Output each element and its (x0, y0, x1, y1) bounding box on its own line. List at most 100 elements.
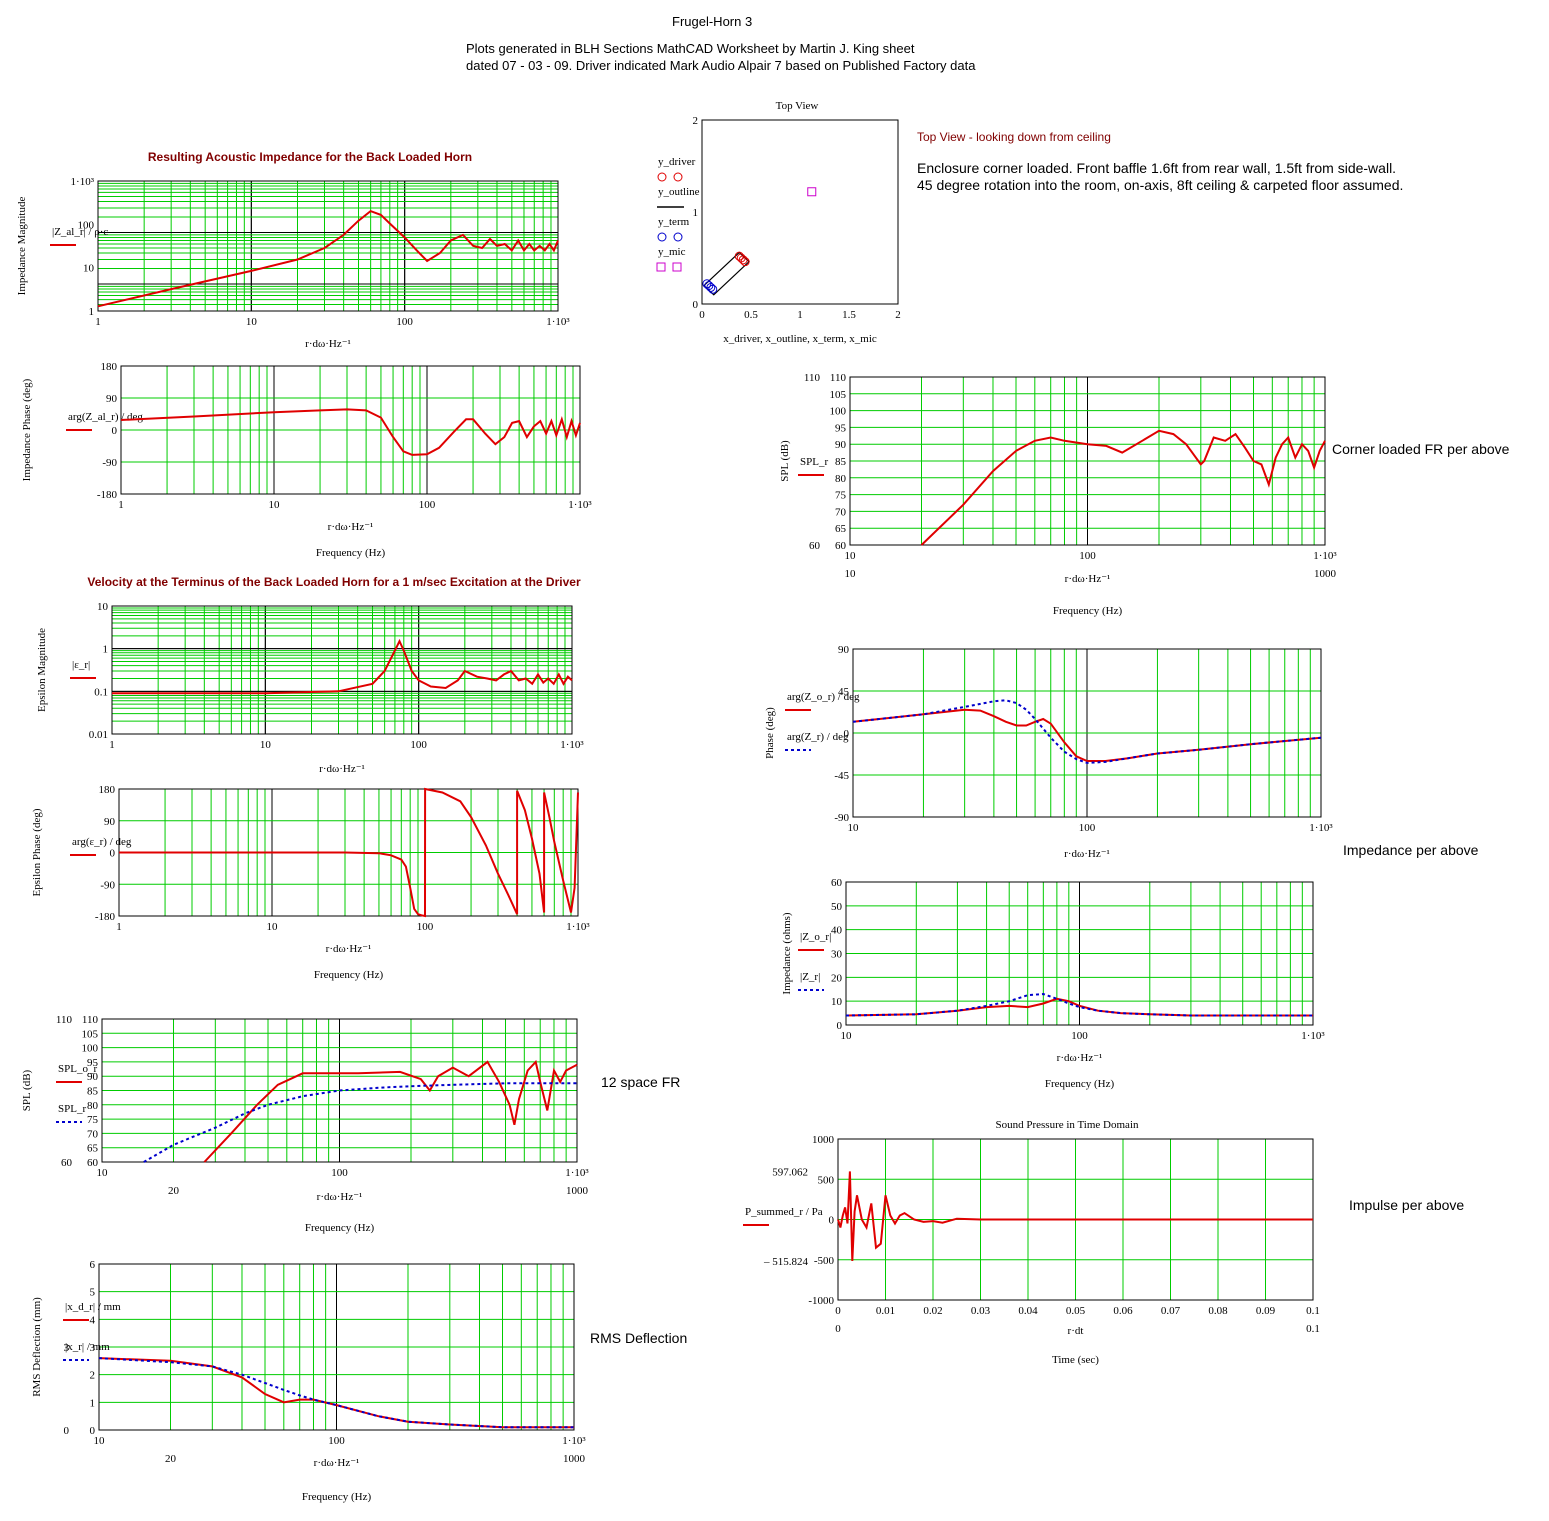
x-tick-label: 0.08 (1208, 1305, 1228, 1317)
y-tick-label: 70 (87, 1128, 99, 1140)
series-line-Z_r (845, 992, 1313, 1017)
enclosure-note-2: 45 degree rotation into the room, on-axi… (917, 177, 1404, 193)
x-tick-label: 10 (246, 316, 258, 328)
x-tick-label: 0.1 (1306, 1305, 1320, 1317)
x-tick-label: 10 (267, 921, 279, 933)
chart-top_view: 2 1 00 0.5 1 1.5 2 Top View x_driver, x_outline,… (656, 100, 901, 345)
point-driver (738, 255, 748, 265)
y-tick-label: 110 (82, 1014, 99, 1026)
plot-frame (98, 1263, 575, 1431)
y-tick-label: 90 (87, 1071, 99, 1083)
y-tick-label: -1000 (808, 1295, 834, 1307)
series-line-0 (837, 1171, 1313, 1262)
y-tick-label: -45 (834, 770, 849, 782)
y-axis-label: Impedance Magnitude (16, 197, 28, 296)
plot-frame (845, 881, 1314, 1026)
x-tick-label: 100 (1079, 822, 1096, 834)
plot-frame (120, 365, 581, 495)
x-tick-label: 10 (94, 1435, 106, 1447)
x-tick-label: 100 (419, 499, 436, 511)
y-tick-label: 90 (106, 393, 118, 405)
y-tick-label: 80 (835, 473, 847, 485)
x-tick-label: 2 (895, 309, 901, 321)
x-tick-label: 10 (841, 1030, 853, 1042)
x-tick-label: 0.01 (876, 1305, 895, 1317)
y-tick-label: 180 (101, 361, 118, 373)
y-tick-label: 0.1 (94, 686, 108, 698)
point-driver (740, 257, 750, 267)
y-tick-label: 180 (99, 784, 116, 796)
y-tick-label: 0 (90, 1425, 96, 1437)
x-tick-label: 0.05 (1066, 1305, 1086, 1317)
x-tick-label: 0.06 (1113, 1305, 1133, 1317)
x-tick-label: 1 (109, 739, 115, 751)
x-tick-label: 10 (97, 1167, 109, 1179)
legend-label: y_outline (658, 186, 700, 198)
y-tick-label: 100 (78, 219, 95, 231)
page-title: Frugel-Horn 3 (672, 14, 753, 29)
plot-frame (849, 376, 1326, 546)
y-tick-label: 1 (103, 644, 109, 656)
legend-label: |Z_o_r| (800, 931, 831, 943)
x-tick-label: 0.5 (744, 309, 758, 321)
x-tick-label: 100 (410, 739, 427, 751)
y-tick-label: 65 (835, 523, 847, 535)
extra-y-label: 60 (61, 1157, 73, 1169)
subtitle-line-1: Plots generated in BLH Sections MathCAD … (466, 41, 915, 56)
y-tick-label: 10 (831, 996, 843, 1008)
legend-label: |Z_al_r| / ρ·c (52, 226, 108, 238)
y-axis-label: Epsilon Phase (deg) (31, 808, 43, 896)
legend-label: P_summed_r / Pa (745, 1206, 823, 1218)
legend-label: arg(Z_al_r) / deg (68, 411, 143, 423)
y-tick-label: 5 (90, 1287, 96, 1299)
legend-swatch (673, 232, 683, 242)
y-tick-label: 85 (835, 456, 847, 468)
y-tick-label: 110 (830, 372, 847, 384)
y-tick-label: 10 (83, 263, 95, 275)
y-tick-label: -90 (100, 879, 115, 891)
series-line-0 (119, 787, 579, 918)
y-tick-label: 105 (830, 389, 847, 401)
series-line-x_d_r (98, 1357, 574, 1429)
y-tick-label: 85 (87, 1086, 99, 1098)
y-tick-label: 90 (838, 644, 850, 656)
y-tick-label: 1 (693, 207, 699, 219)
x-tick-label: 1·10³ (1313, 550, 1337, 562)
x-axis-sublabel: Frequency (Hz) (314, 969, 384, 981)
legend-swatch (657, 232, 667, 242)
x-axis-label: x_driver, x_outline, x_term, x_mic (723, 333, 877, 345)
x-tick-label: 0 (835, 1305, 841, 1317)
legend-label: |ε_r| (72, 659, 90, 671)
y-tick-label: 75 (87, 1114, 99, 1126)
legend-label: SPL_r (58, 1103, 86, 1115)
y-tick-label: 6 (90, 1259, 96, 1271)
x-subtick-label: 0.1 (1306, 1323, 1320, 1335)
y-axis-label: RMS Deflection (mm) (31, 1297, 43, 1397)
plot-frame (111, 605, 573, 735)
x-subtick-label: 1000 (566, 1185, 589, 1197)
chart-title: Sound Pressure in Time Domain (995, 1119, 1139, 1131)
x-axis-label: r·dω·Hz⁻¹ (319, 763, 365, 775)
x-tick-label: 1·10³ (566, 921, 590, 933)
x-tick-label: 1·10³ (568, 499, 592, 511)
x-tick-label: 100 (396, 316, 413, 328)
x-tick-label: 10 (260, 739, 272, 751)
plot-frame (101, 1018, 578, 1163)
x-tick-label: 10 (848, 822, 860, 834)
x-subtick-label: 0 (835, 1323, 841, 1335)
extra-y-label: 597.062 (772, 1166, 808, 1178)
x-tick-label: 1 (116, 921, 122, 933)
y-tick-label: 105 (82, 1028, 99, 1040)
x-tick-label: 0.03 (971, 1305, 991, 1317)
y-tick-label: 50 (831, 901, 843, 913)
x-subtick-label: 20 (165, 1453, 177, 1465)
y-tick-label: 65 (87, 1143, 99, 1155)
x-axis-sublabel: Frequency (Hz) (302, 1491, 372, 1503)
x-tick-label: 100 (328, 1435, 345, 1447)
extra-y-label: 3 (64, 1342, 70, 1354)
